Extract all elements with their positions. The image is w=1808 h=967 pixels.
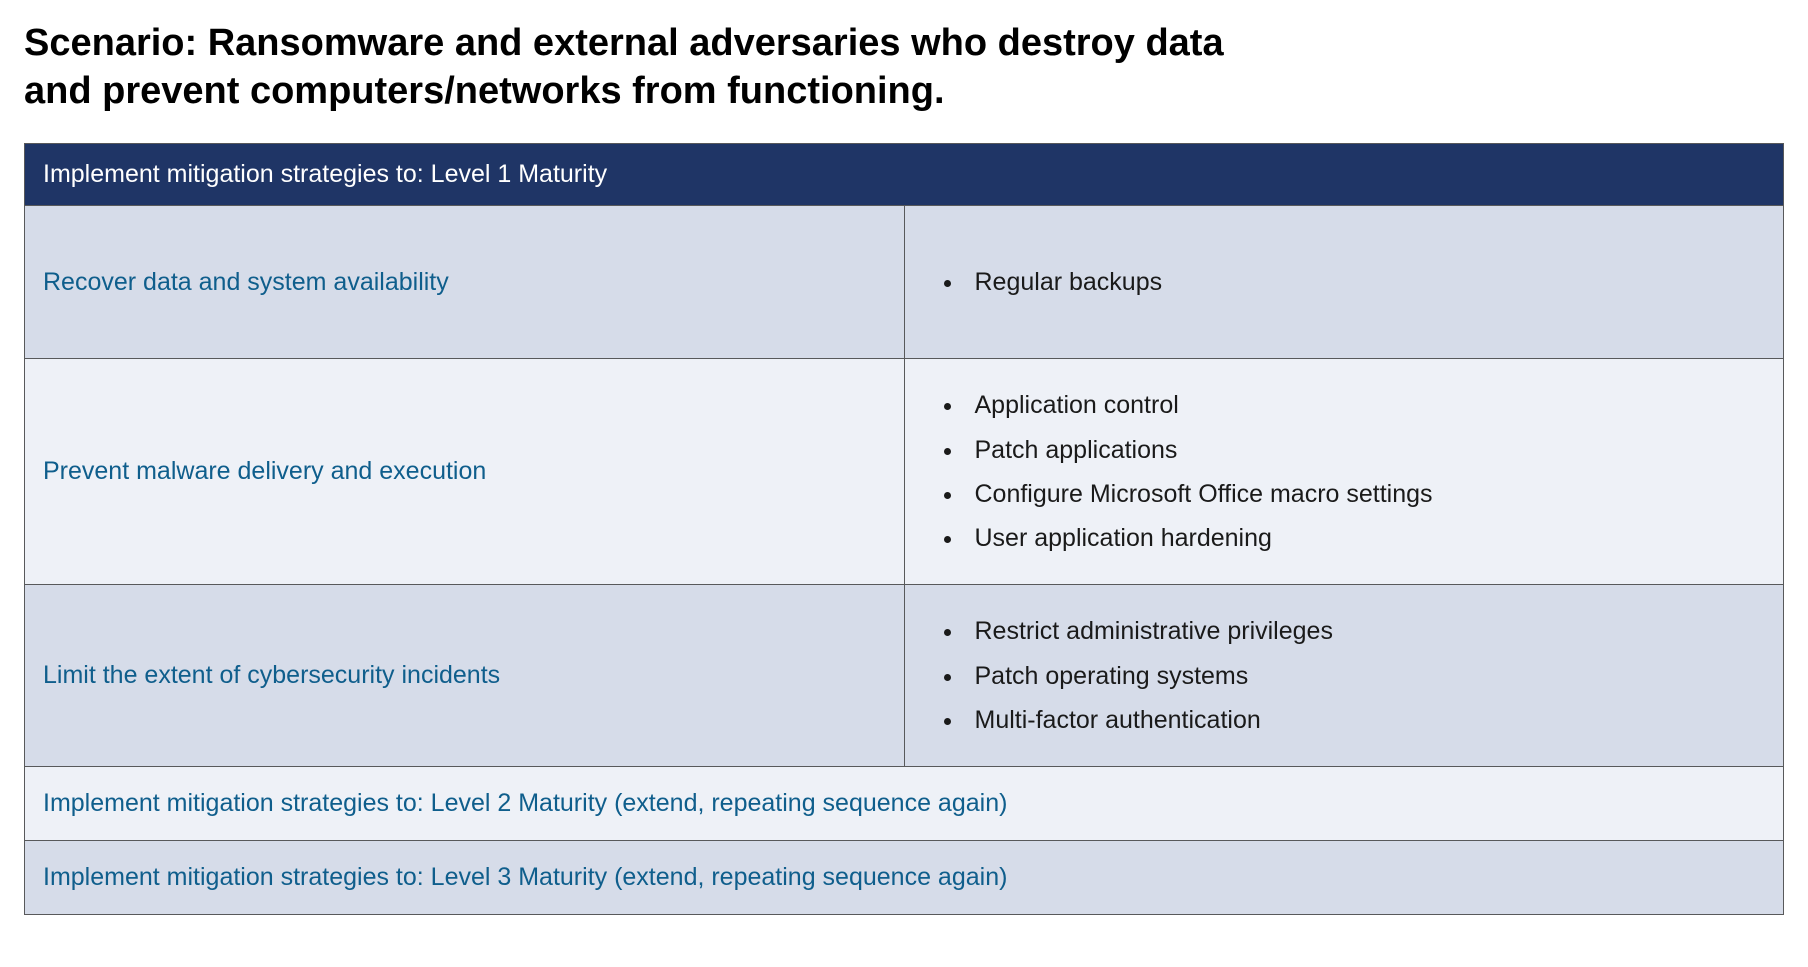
items-cell: Restrict administrative privileges Patch… bbox=[904, 585, 1784, 767]
list-item: Configure Microsoft Office macro setting… bbox=[965, 472, 1766, 516]
category-cell: Prevent malware delivery and execution bbox=[25, 359, 905, 585]
list-item: Restrict administrative privileges bbox=[965, 609, 1766, 653]
list-item: Patch applications bbox=[965, 428, 1766, 472]
items-list: Application control Patch applications C… bbox=[941, 383, 1766, 560]
list-item: Multi-factor authentication bbox=[965, 698, 1766, 742]
table-row: Prevent malware delivery and execution A… bbox=[25, 359, 1784, 585]
table-header-row: Implement mitigation strategies to: Leve… bbox=[25, 144, 1784, 206]
list-item: Patch operating systems bbox=[965, 654, 1766, 698]
mitigation-table: Implement mitigation strategies to: Leve… bbox=[24, 143, 1784, 915]
category-cell: Recover data and system availability bbox=[25, 206, 905, 359]
table-body: Implement mitigation strategies to: Leve… bbox=[25, 144, 1784, 915]
table-header-cell: Implement mitigation strategies to: Leve… bbox=[25, 144, 1784, 206]
footer-cell: Implement mitigation strategies to: Leve… bbox=[25, 767, 1784, 841]
list-item: Regular backups bbox=[965, 260, 1766, 304]
category-cell: Limit the extent of cybersecurity incide… bbox=[25, 585, 905, 767]
items-cell: Regular backups bbox=[904, 206, 1784, 359]
page-title: Scenario: Ransomware and external advers… bbox=[24, 20, 1784, 115]
items-list: Restrict administrative privileges Patch… bbox=[941, 609, 1766, 742]
title-line-2: and prevent computers/networks from func… bbox=[24, 70, 945, 112]
items-cell: Application control Patch applications C… bbox=[904, 359, 1784, 585]
footer-cell: Implement mitigation strategies to: Leve… bbox=[25, 841, 1784, 915]
table-row: Recover data and system availability Reg… bbox=[25, 206, 1784, 359]
items-list: Regular backups bbox=[941, 260, 1766, 304]
page-root: Scenario: Ransomware and external advers… bbox=[0, 0, 1808, 915]
footer-row: Implement mitigation strategies to: Leve… bbox=[25, 767, 1784, 841]
list-item: User application hardening bbox=[965, 516, 1766, 560]
title-line-1: Scenario: Ransomware and external advers… bbox=[24, 22, 1224, 64]
footer-row: Implement mitigation strategies to: Leve… bbox=[25, 841, 1784, 915]
list-item: Application control bbox=[965, 383, 1766, 427]
table-row: Limit the extent of cybersecurity incide… bbox=[25, 585, 1784, 767]
